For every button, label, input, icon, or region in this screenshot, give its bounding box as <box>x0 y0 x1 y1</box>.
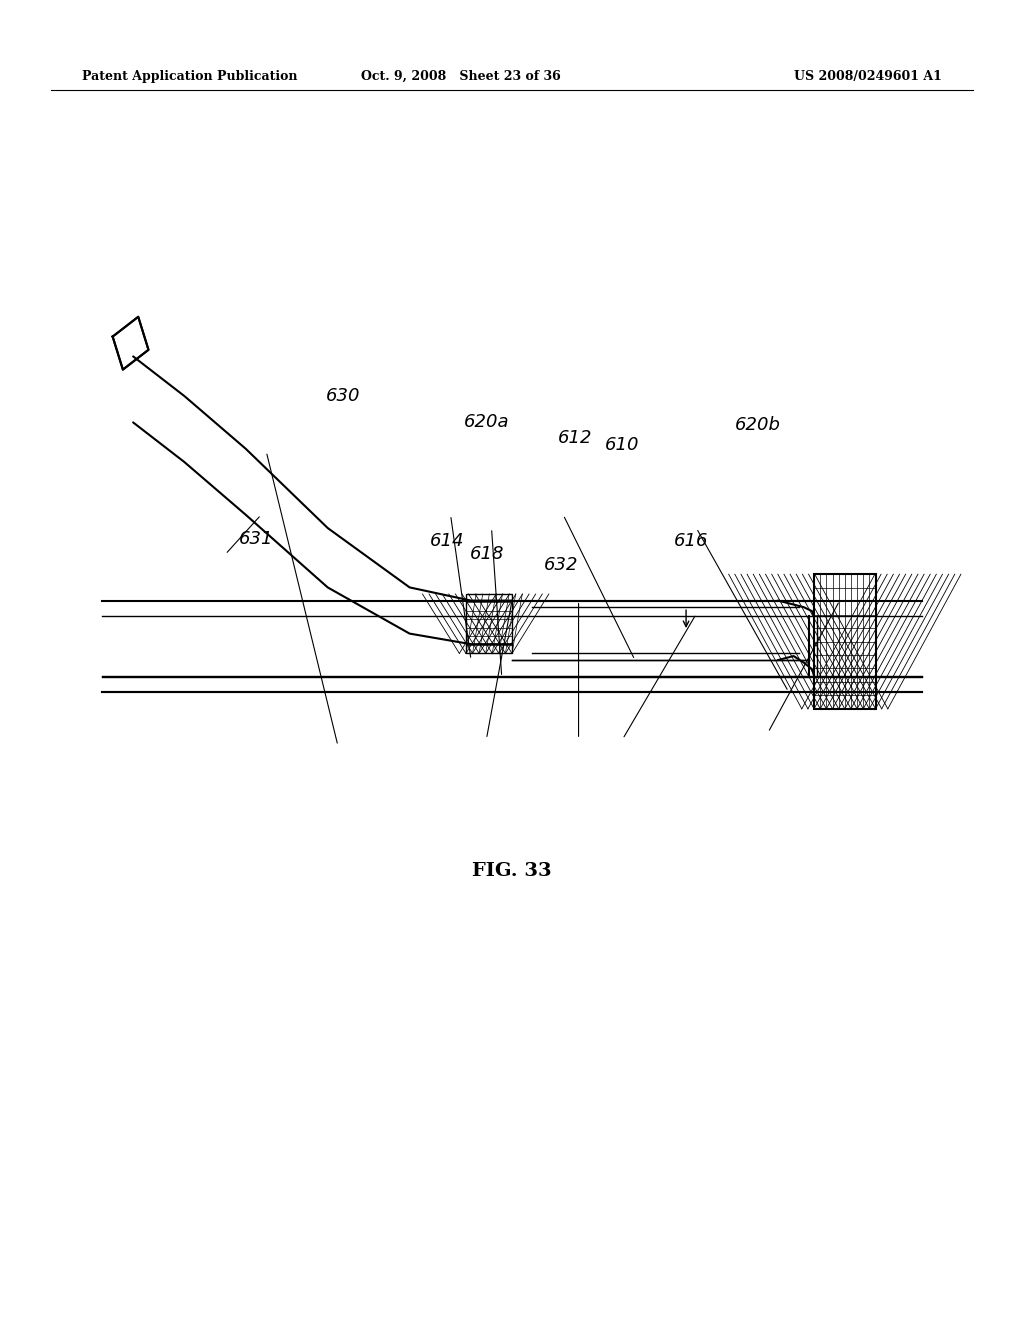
Text: FIG. 33: FIG. 33 <box>472 862 552 880</box>
Bar <box>814 574 876 709</box>
Text: 618: 618 <box>470 545 505 564</box>
Text: Patent Application Publication: Patent Application Publication <box>82 70 297 83</box>
Text: 631: 631 <box>239 529 273 548</box>
Text: 620b: 620b <box>735 416 780 434</box>
Text: 614: 614 <box>430 532 465 550</box>
Text: US 2008/0249601 A1: US 2008/0249601 A1 <box>795 70 942 83</box>
Text: 630: 630 <box>326 387 360 405</box>
Text: 620a: 620a <box>464 413 509 432</box>
Text: 610: 610 <box>605 436 640 454</box>
Text: 616: 616 <box>674 532 709 550</box>
Bar <box>466 594 512 653</box>
Text: Oct. 9, 2008   Sheet 23 of 36: Oct. 9, 2008 Sheet 23 of 36 <box>360 70 561 83</box>
Text: 612: 612 <box>558 429 593 447</box>
Polygon shape <box>113 317 148 370</box>
Text: 632: 632 <box>544 556 579 574</box>
